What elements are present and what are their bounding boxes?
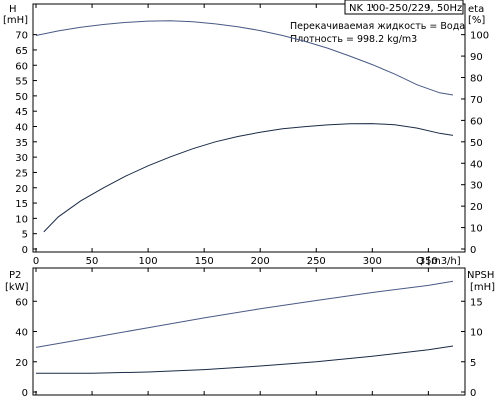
left-axis-label-h: H (9, 4, 17, 15)
x-tick-label: 250 (307, 256, 326, 267)
left-y-tick-label: 70 (15, 31, 28, 42)
x-tick-label: 50 (86, 256, 99, 267)
info-line-density: Плотность = 998.2 kg/m3 (290, 34, 417, 45)
left-y-tick-label: 60 (15, 61, 28, 72)
right-axis-unit-eta: [%] (468, 15, 485, 26)
left-axis-label-p2: P2 (9, 270, 21, 281)
x-tick-label: 150 (195, 256, 214, 267)
right-y-tick-label: 10 (470, 224, 483, 235)
right-axis-label-npsh: NPSH (467, 270, 494, 281)
info-line-fluid: Перекачиваемая жидкость = Вода (290, 21, 465, 32)
right-y-tick-label: 15 (470, 297, 483, 308)
x-axis-label: Q [m3/h] (416, 256, 461, 267)
left-y-tick-label: 55 (15, 77, 28, 88)
bottom-plot-frame (32, 267, 466, 396)
left-y-tick-label: 65 (15, 46, 28, 57)
right-y-tick-label: 30 (470, 181, 483, 192)
left-y-tick-label: 50 (15, 92, 28, 103)
title-box (344, 0, 464, 15)
series-line-0-1 (43, 123, 454, 233)
left-y-tick-label: 60 (15, 297, 28, 308)
left-y-tick-label: 10 (15, 214, 28, 225)
chart-marks: 0 50 100 150 200 250 300 3500510152025303540455… (15, 4, 489, 399)
right-y-tick-label: 90 (470, 52, 483, 63)
top-plot-frame (32, 3, 466, 253)
left-y-tick-label: 40 (15, 328, 28, 339)
x-tick-label: 0 (33, 256, 39, 267)
left-y-tick-label: 45 (15, 107, 28, 118)
left-axis-unit-p2: [kW] (5, 282, 29, 293)
series-line-1-1 (36, 345, 454, 374)
right-y-tick-label: 60 (470, 116, 483, 127)
left-y-tick-label: 20 (15, 358, 28, 369)
left-y-tick-label: 20 (15, 184, 28, 195)
left-axis-unit-h: [mH] (3, 15, 28, 26)
right-y-tick-label: 50 (470, 138, 483, 149)
x-tick-label: 350 (419, 256, 438, 267)
right-axis-label-eta: eta (468, 4, 484, 15)
right-y-tick-label: 0 (470, 388, 476, 399)
left-y-tick-label: 35 (15, 138, 28, 149)
right-axis-unit-npsh: [mH] (470, 282, 495, 293)
x-tick-label: 200 (251, 256, 270, 267)
right-y-tick-label: 100 (470, 31, 489, 42)
left-y-tick-label: 0 (22, 245, 28, 256)
series-line-0-0 (35, 20, 454, 96)
right-y-tick-label: 0 (470, 245, 476, 256)
left-y-tick-label: 25 (15, 168, 28, 179)
x-tick-label: 300 (363, 256, 382, 267)
right-y-tick-label: 80 (470, 74, 483, 85)
right-y-tick-label: 70 (470, 95, 483, 106)
series-line-1-0 (35, 280, 454, 348)
right-y-tick-label: 10 (470, 328, 483, 339)
left-y-tick-label: 30 (15, 153, 28, 164)
right-y-tick-label: 20 (470, 202, 483, 213)
left-y-tick-label: 0 (22, 388, 28, 399)
right-y-tick-label: 40 (470, 159, 483, 170)
left-y-tick-label: 40 (15, 123, 28, 134)
x-tick-label: 100 (139, 256, 158, 267)
left-y-tick-label: 15 (15, 199, 28, 210)
left-y-tick-label: 5 (22, 230, 28, 241)
right-y-tick-label: 5 (470, 358, 476, 369)
chart-title: NK 100-250/229, 50Hz (349, 3, 462, 14)
